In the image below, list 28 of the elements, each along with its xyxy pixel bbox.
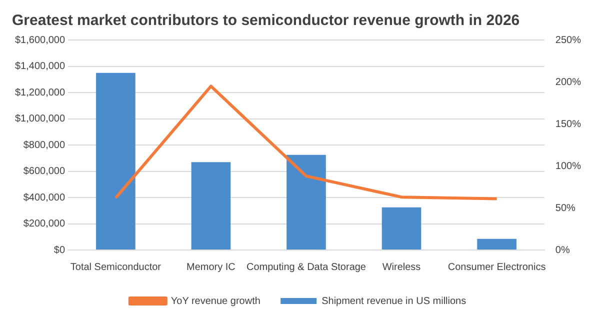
x-tick-label: Computing & Data Storage [246,262,366,273]
bar [382,207,422,250]
bar [191,162,231,250]
legend-label: Shipment revenue in US millions [322,296,466,307]
y2-tick-label: 50% [555,202,576,214]
legend-label: YoY revenue growth [170,296,260,307]
y-tick-label: $600,000 [23,166,66,177]
y-tick-label: $1,200,000 [14,87,66,98]
y-tick-label: $800,000 [23,140,66,151]
y-tick-label: $200,000 [23,218,66,230]
bar [477,238,516,250]
y2-tick-label: 0% [555,244,570,256]
x-tick-label: Memory IC [186,262,236,273]
y-tick-label: $1,400,000 [14,61,66,72]
y2-tick-label: 150% [555,118,582,130]
chart-title: Greatest market contributors to semiconductor revenue growth in 2026 [12,12,520,30]
bar [96,72,136,250]
x-tick-label: Total Semiconductor [70,262,162,273]
y2-tick-label: 100% [555,160,582,172]
y2-tick-label: 250% [555,34,582,46]
y-tick-label: $0 [54,244,66,256]
y2-tick-label: 200% [555,76,582,88]
y-tick-label: $1,600,000 [14,34,66,46]
y-tick-label: $1,000,000 [14,114,66,124]
x-tick-label: Wireless [382,262,421,273]
bar [286,154,326,250]
y-tick-label: $400,000 [23,192,66,204]
x-tick-label: Consumer Electronics [448,262,546,273]
